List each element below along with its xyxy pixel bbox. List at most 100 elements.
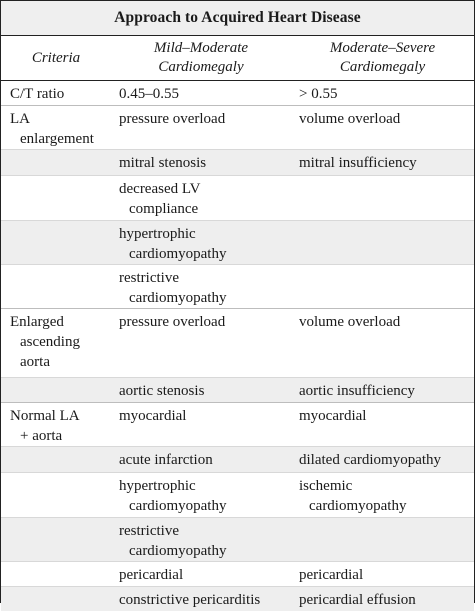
table-cell-severe [291,176,474,220]
table-row: Enlarged ascending aorta pressure overload v… [1,309,474,378]
cell-text: Normal LA [10,408,80,424]
cell-text: aortic stenosis [119,383,205,399]
cell-text: pressure overload [119,111,226,127]
table-row: Normal LA + aorta myocardial myocardial [1,403,474,447]
cell-text: pericardial effusion [299,592,416,608]
cell-text: C/T ratio [10,86,65,102]
table-cell-severe: dilated cardiomyopathy [291,447,474,472]
table-title: Approach to Acquired Heart Disease [1,1,474,36]
table-cell-mild: mitral stenosis [111,150,291,175]
header-severe-line: Moderate–Severe [329,40,436,56]
cell-text: cardiomyopathy [129,543,227,559]
table-cell-mild: pressure overload [111,309,291,377]
cell-text: + aorta [20,428,63,444]
table-row: restrictive cardiomyopathy [1,518,474,562]
table-cell-mild: 0.45–0.55 [111,81,291,105]
table-cell-mild: decreased LV compliance [111,176,291,220]
cell-text: enlargement [20,131,94,147]
table-cell-severe [291,265,474,308]
cell-text: restrictive [119,270,179,286]
cell-text: LA [10,111,30,127]
table-cell-mild: hypertrophic cardiomyopathy [111,221,291,264]
cell-text: dilated cardiomyopathy [299,452,442,468]
cell-text: cardiomyopathy [129,498,227,514]
cell-text: hypertrophic [119,226,196,242]
table-row: mitral stenosis mitral insufficiency [1,150,474,176]
cell-text: ischemic [299,478,353,494]
cell-text: mitral insufficiency [299,155,417,171]
table-cell-severe: pericardial [291,562,474,586]
cell-text: pericardial [119,567,184,583]
table-cell-criteria [1,562,111,586]
table-cell-criteria [1,265,111,308]
table-cell-criteria [1,447,111,472]
cell-text: constrictive pericarditis [119,592,261,608]
table-cell-criteria [1,378,111,402]
header-mild-line: Cardiomegaly [158,59,244,75]
table-row: constrictive pericarditis pericardial eff… [1,587,474,611]
table-row: acute infarction dilated cardiomyopathy [1,447,474,473]
cell-text: aorta [20,354,50,370]
cell-text: pericardial [299,567,364,583]
table-cell-criteria [1,221,111,264]
cell-text: mitral stenosis [119,155,207,171]
cell-text: cardiomyopathy [129,290,227,306]
table-row: restrictive cardiomyopathy [1,265,474,309]
table-cell-criteria: Normal LA + aorta [1,403,111,446]
table-cell-criteria: LA enlargement [1,106,111,149]
table-cell-severe: aortic insufficiency [291,378,474,402]
table-row: aortic stenosis aortic insufficiency [1,378,474,403]
table-cell-criteria [1,150,111,175]
cell-text: acute infarction [119,452,213,468]
table-row: LA enlargement pressure overload volume ove… [1,106,474,150]
table-cell-criteria: Enlarged ascending aorta [1,309,111,377]
table-row: C/T ratio 0.45–0.55 > 0.55 [1,81,474,106]
table-row: pericardial pericardial [1,562,474,587]
table-cell-severe: ischemic cardiomyopathy [291,473,474,517]
table-cell-criteria [1,176,111,220]
table-row: decreased LV compliance [1,176,474,221]
table-cell-mild: constrictive pericarditis [111,587,291,611]
table-cell-mild: pressure overload [111,106,291,149]
table-cell-severe: > 0.55 [291,81,474,105]
cell-text: 0.45–0.55 [119,86,179,102]
table-cell-criteria [1,473,111,517]
cell-text: ascending [20,334,80,350]
header-moderate-severe: Moderate–Severe Cardiomegaly [291,36,474,80]
table-cell-severe: mitral insufficiency [291,150,474,175]
table-cell-criteria [1,518,111,561]
cell-text: Enlarged [10,314,64,330]
table-row: hypertrophic cardiomyopathy [1,221,474,265]
cell-text: compliance [129,201,199,217]
cell-text: myocardial [119,408,187,424]
cell-text: > 0.55 [299,86,338,102]
table-cell-mild: pericardial [111,562,291,586]
table-cell-mild: restrictive cardiomyopathy [111,265,291,308]
table-cell-severe [291,221,474,264]
cell-text: restrictive [119,523,179,539]
header-severe-line: Cardiomegaly [339,59,426,75]
cell-text: aortic insufficiency [299,383,415,399]
table-cell-mild: aortic stenosis [111,378,291,402]
table-cell-severe: pericardial effusion [291,587,474,611]
table-cell-criteria [1,587,111,611]
header-criteria: Criteria [31,49,81,66]
header-mild-moderate: Mild–Moderate Cardiomegaly [111,36,291,80]
table-cell-mild: acute infarction [111,447,291,472]
table-body: C/T ratio 0.45–0.55 > 0.55 LA enlargement pre… [1,81,474,611]
cell-text: volume overload [299,314,401,330]
table-cell-severe: myocardial [291,403,474,446]
table-cell-mild: myocardial [111,403,291,446]
table-header: Criteria Mild–Moderate Cardiomegaly Mode… [1,36,474,81]
table-cell-severe [291,518,474,561]
cell-text: volume overload [299,111,401,127]
table-cell-severe: volume overload [291,106,474,149]
cell-text: decreased LV [119,181,201,197]
cell-text: myocardial [299,408,367,424]
table-cell-severe: volume overload [291,309,474,377]
table-row: hypertrophic cardiomyopathy ischemic cardio… [1,473,474,518]
cell-text: cardiomyopathy [129,246,227,262]
header-mild-line: Mild–Moderate [153,40,249,56]
table-cell-criteria: C/T ratio [1,81,111,105]
